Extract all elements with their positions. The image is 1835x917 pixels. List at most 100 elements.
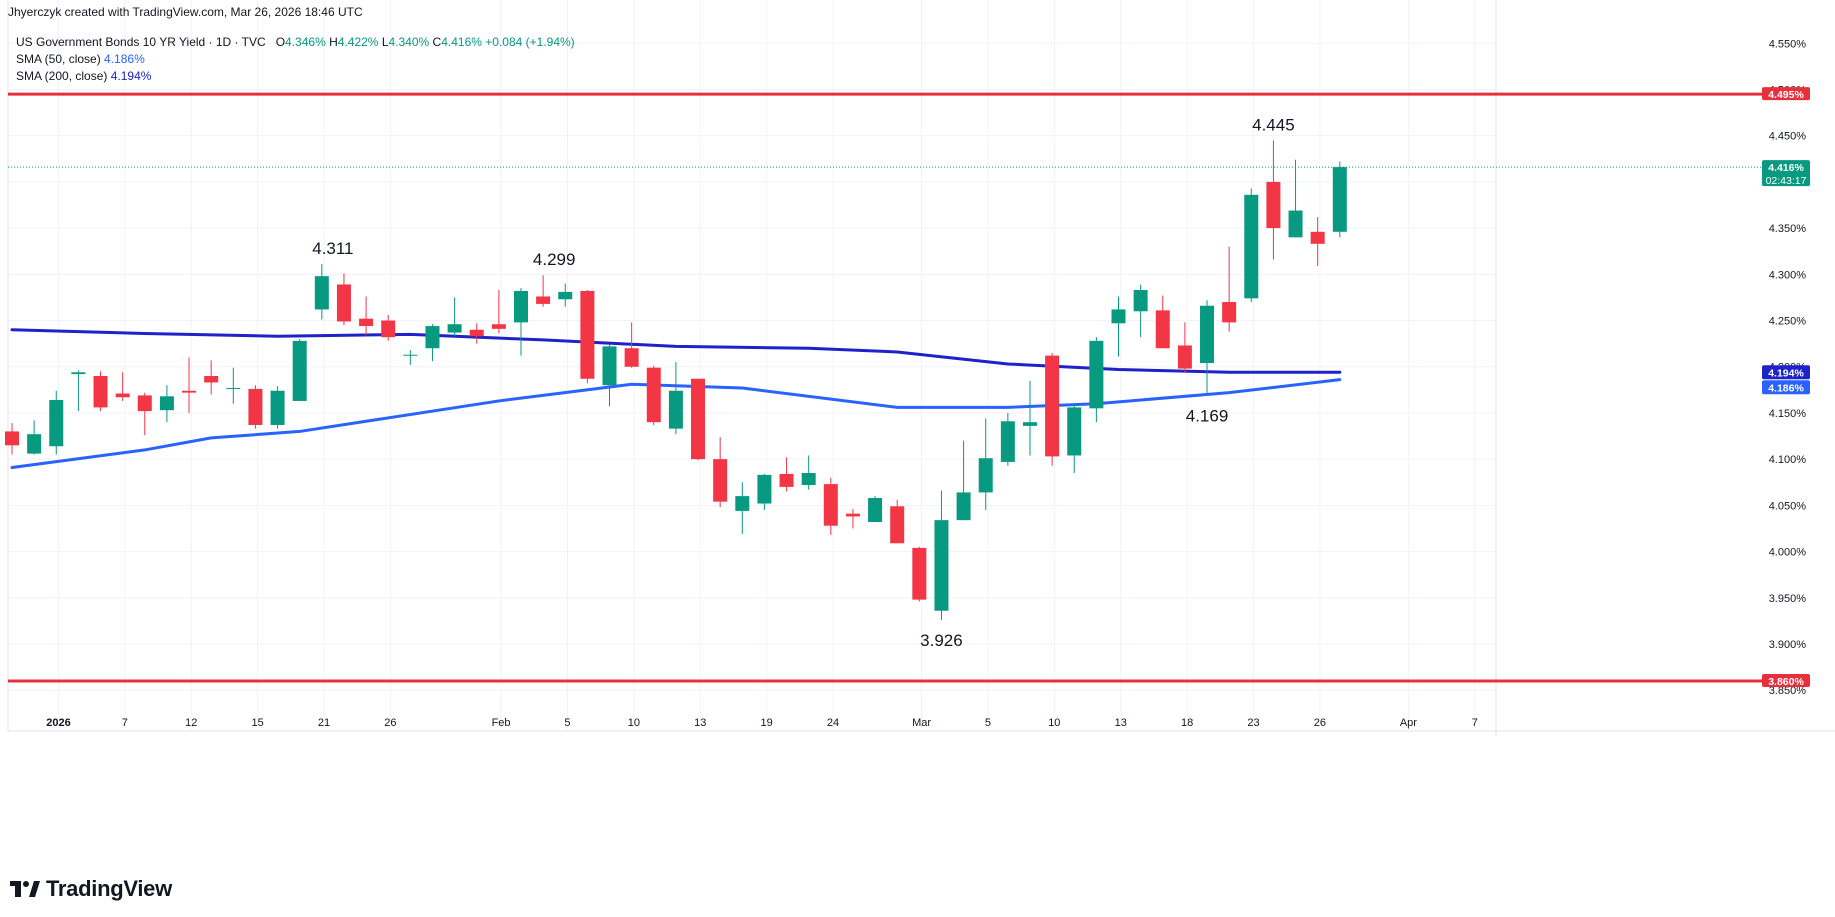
candle-body xyxy=(115,393,130,398)
candle-body xyxy=(336,284,351,322)
candle-body xyxy=(1022,422,1037,426)
candle xyxy=(1000,412,1015,466)
candle-body xyxy=(868,497,883,523)
candle xyxy=(580,290,595,384)
y-tick-label: 4.450% xyxy=(1769,131,1807,143)
candle-body xyxy=(5,431,19,446)
candle-body xyxy=(381,320,396,338)
candle-body xyxy=(292,340,307,401)
last-price-tag-countdown: 02:43:17 xyxy=(1766,175,1807,187)
sma50-price-tag-bg xyxy=(1762,380,1810,395)
candle xyxy=(956,440,971,521)
candle xyxy=(469,323,484,344)
candle xyxy=(1288,159,1303,238)
sma200-price-tag-label: 4.194% xyxy=(1768,367,1804,379)
candle-body xyxy=(845,513,860,517)
candle xyxy=(248,385,263,429)
candle-body xyxy=(934,520,949,611)
price-annotation: 4.169 xyxy=(1186,406,1229,425)
candle xyxy=(735,482,750,535)
candle xyxy=(314,264,329,320)
candle-body xyxy=(624,348,639,367)
candle xyxy=(978,418,993,510)
candle xyxy=(823,477,838,535)
legend-open-label: O xyxy=(275,35,286,49)
chart-credit: Jhyerczyk created with TradingView.com, … xyxy=(8,5,363,19)
candle-body xyxy=(1310,231,1325,244)
candle-body xyxy=(558,291,573,300)
candle-body xyxy=(757,474,772,504)
sma50-price-tag-label: 4.186% xyxy=(1768,382,1804,394)
legend-sma200-label: SMA (200, close) xyxy=(16,69,108,83)
legend-close-value: 4.416% xyxy=(441,35,482,49)
candle xyxy=(447,297,462,337)
candle xyxy=(336,273,351,326)
tradingview-logo[interactable]: TradingView xyxy=(10,876,172,902)
level-price-tag-label: 3.860% xyxy=(1768,676,1804,688)
candle xyxy=(890,499,905,544)
y-tick-label: 4.250% xyxy=(1769,316,1807,328)
candle xyxy=(779,457,794,492)
legend-sma50-row[interactable]: SMA (50, close) 4.186% xyxy=(16,51,575,68)
x-tick-label: 26 xyxy=(384,717,396,729)
candle-body xyxy=(779,473,794,487)
legend-symbol-row[interactable]: US Government Bonds 10 YR Yield · 1D · T… xyxy=(16,34,575,51)
x-tick-label: 7 xyxy=(1472,717,1478,729)
candle-body xyxy=(93,375,108,408)
candle xyxy=(1222,246,1237,332)
candle-body xyxy=(1177,345,1192,369)
candle xyxy=(801,455,816,490)
candle xyxy=(381,314,396,341)
tradingview-logo-icon xyxy=(10,881,40,897)
last-price-tag-bg xyxy=(1762,160,1810,187)
legend-sma200-row[interactable]: SMA (200, close) 4.194% xyxy=(16,68,575,85)
candle xyxy=(536,275,551,307)
legend-low-label: L xyxy=(381,35,389,49)
x-tick-label: 15 xyxy=(252,717,264,729)
candle-body xyxy=(956,492,971,521)
candle xyxy=(359,296,374,336)
chart-legend: US Government Bonds 10 YR Yield · 1D · T… xyxy=(16,34,575,85)
candle-body xyxy=(182,390,197,393)
legend-open-value: 4.346% xyxy=(285,35,326,49)
candle-body xyxy=(204,375,219,383)
x-tick-label: 5 xyxy=(564,717,570,729)
x-tick-label: 5 xyxy=(985,717,991,729)
candle xyxy=(1111,296,1126,357)
candle-body xyxy=(425,326,440,349)
candle xyxy=(624,322,639,368)
candle xyxy=(713,436,728,508)
candle xyxy=(691,378,706,461)
candle xyxy=(71,370,86,412)
y-tick-label: 4.000% xyxy=(1769,547,1807,559)
candle xyxy=(1022,380,1037,456)
candle-body xyxy=(71,372,86,375)
candle-body xyxy=(978,458,993,493)
candle-body xyxy=(137,395,152,412)
level-price-tag-label: 4.495% xyxy=(1768,89,1804,101)
candle-body xyxy=(270,390,285,425)
candle-body xyxy=(580,290,595,379)
candle-body xyxy=(1155,310,1170,349)
x-tick-label: 21 xyxy=(318,717,330,729)
x-tick-label: Apr xyxy=(1400,717,1417,729)
candle-body xyxy=(27,434,42,454)
candle-body xyxy=(1133,290,1148,312)
candle xyxy=(757,473,772,510)
candle xyxy=(1089,337,1104,423)
legend-close-label: C xyxy=(432,35,442,49)
x-tick-label: 23 xyxy=(1247,717,1259,729)
y-tick-label: 3.950% xyxy=(1769,593,1807,605)
candle-body xyxy=(668,390,683,429)
candle-body xyxy=(602,346,617,386)
candle-body xyxy=(159,396,174,411)
candle xyxy=(5,423,19,455)
price-annotation: 4.311 xyxy=(312,239,353,258)
level-price-tag-bg xyxy=(1762,87,1810,101)
candle xyxy=(182,357,197,413)
price-annotation: 4.299 xyxy=(533,250,576,269)
y-tick-label: 4.150% xyxy=(1769,408,1807,420)
candle xyxy=(602,344,617,407)
candle-body xyxy=(1111,309,1126,324)
